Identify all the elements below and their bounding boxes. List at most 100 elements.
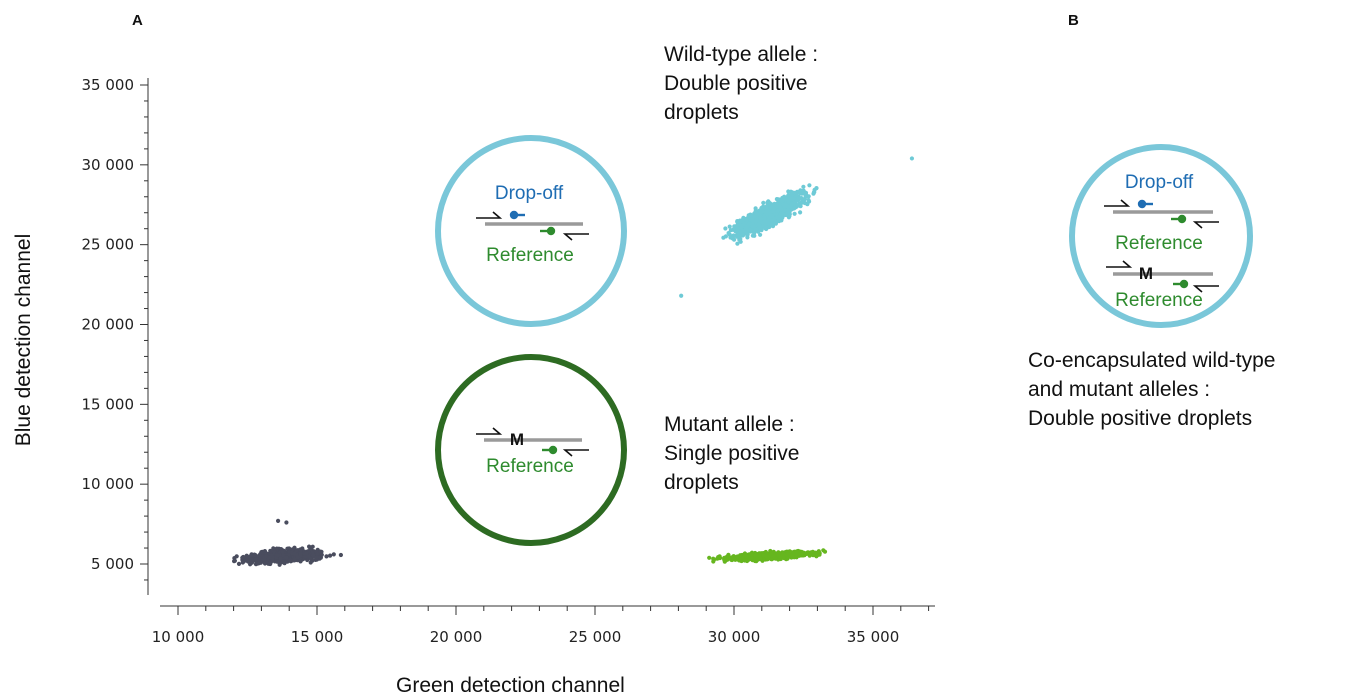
- mutant-circle: [435, 354, 627, 546]
- data-point-negative: [275, 559, 280, 564]
- wildtype-annotation: Wild-type allele : Double positive dropl…: [664, 40, 818, 127]
- coencapsulated-annotation-line: Co-encapsulated wild-type: [1028, 349, 1276, 372]
- data-point-single-positive: [744, 554, 749, 559]
- data-point-double-positive: [790, 196, 796, 201]
- data-point-double-positive: [786, 198, 791, 203]
- data-point-negative: [308, 560, 313, 565]
- data-point-double-positive: [734, 225, 740, 230]
- x-tick-label: 15 000: [291, 628, 344, 646]
- wildtype-annotation-line: droplets: [664, 101, 739, 124]
- data-point-double-positive: [742, 221, 747, 226]
- plot-points: [232, 156, 915, 567]
- data-point-negative: [292, 551, 297, 556]
- forward-primer-icon: [476, 211, 503, 219]
- reverse-primer-icon: [1192, 285, 1219, 293]
- y-tick-label: 35 000: [82, 76, 135, 94]
- wildtype-circle: [435, 135, 627, 327]
- data-point-double-positive: [735, 241, 740, 246]
- plot-axes: 5 000 10 000 15 000 20 000 25 000 30 000 35 00…: [82, 76, 935, 646]
- coencapsulated-schematic: Drop-off Reference M Reference: [1069, 144, 1253, 328]
- mutant-annotation: Mutant allele : Single positive droplets: [664, 410, 799, 497]
- forward-primer-icon: [1104, 199, 1131, 207]
- mutant-annotation-line: Mutant allele :: [664, 413, 795, 436]
- x-tick-label: 35 000: [847, 628, 900, 646]
- y-axis-label: Blue detection channel: [12, 233, 35, 447]
- data-point-negative: [244, 553, 249, 558]
- wildtype-schematic: Drop-off Reference: [435, 135, 627, 327]
- data-point-single-positive: [722, 556, 727, 561]
- data-point-double-positive: [758, 232, 763, 237]
- data-point-single-positive: [822, 549, 828, 554]
- data-point-negative: [331, 552, 336, 557]
- data-point-double-positive: [767, 216, 772, 221]
- data-point-negative: [328, 553, 333, 558]
- data-point-double-positive: [753, 227, 759, 232]
- data-point-negative: [277, 562, 282, 567]
- data-point-double-positive: [751, 219, 756, 224]
- data-point-negative: [240, 560, 245, 565]
- data-point-single-positive: [711, 559, 716, 564]
- data-point-single-positive: [810, 549, 815, 555]
- data-point-double-positive: [792, 190, 797, 195]
- data-point-single-positive: [785, 554, 790, 559]
- data-point-double-positive: [721, 235, 726, 240]
- data-point-double-positive: [750, 233, 756, 238]
- data-point-single-positive: [749, 552, 754, 558]
- data-point-double-positive: [785, 207, 791, 212]
- data-point-single-positive: [771, 554, 777, 559]
- reference-label: Reference: [1115, 233, 1203, 254]
- data-point-single-positive: [749, 556, 754, 561]
- data-point-single-positive: [804, 550, 810, 555]
- data-point-double-positive: [764, 212, 770, 217]
- data-point-outlier: [909, 156, 915, 161]
- data-point-double-positive: [791, 201, 796, 206]
- data-point-double-positive: [770, 213, 775, 218]
- data-point-single-positive: [707, 555, 712, 560]
- data-point-negative: [310, 553, 316, 558]
- x-tick-label: 30 000: [708, 628, 761, 646]
- mutation-mark: M: [1139, 264, 1153, 283]
- data-point-double-positive: [795, 203, 800, 208]
- data-point-negative: [298, 548, 303, 553]
- schematics: Drop-off Reference M Reference Drop-off Refer…: [435, 135, 1253, 546]
- data-point-double-positive: [801, 184, 806, 189]
- data-point-negative: [249, 553, 254, 558]
- data-point-double-positive: [787, 212, 792, 217]
- data-point-negative: [245, 558, 250, 563]
- data-point-double-positive: [723, 226, 728, 231]
- data-point-double-positive: [792, 206, 797, 211]
- data-point-double-positive: [754, 211, 759, 216]
- data-point-negative: [338, 552, 343, 558]
- mutation-mark: M: [510, 430, 524, 449]
- data-point-double-positive: [732, 237, 737, 242]
- x-tick-label: 20 000: [430, 628, 483, 646]
- data-point-single-positive: [738, 556, 743, 561]
- data-point-negative: [249, 557, 254, 562]
- data-point-double-positive: [795, 198, 800, 203]
- data-point-double-positive: [741, 215, 746, 220]
- reference-probe-dot: [548, 445, 558, 455]
- data-point-negative: [253, 557, 258, 562]
- data-point-single-positive: [754, 556, 759, 562]
- data-point-double-positive: [771, 206, 776, 211]
- data-point-negative: [236, 561, 242, 567]
- data-point-single-positive: [738, 553, 743, 558]
- coencapsulated-annotation-line: Double positive droplets: [1028, 407, 1253, 430]
- data-point-double-positive: [738, 230, 743, 235]
- data-point-double-positive: [799, 200, 804, 205]
- data-point-single-positive: [799, 552, 804, 557]
- data-point-negative: [257, 553, 262, 558]
- data-point-double-positive: [739, 219, 744, 224]
- data-point-double-positive: [729, 234, 734, 239]
- data-point-negative: [284, 555, 289, 560]
- data-point-double-positive: [807, 183, 812, 188]
- data-point-negative: [232, 556, 237, 561]
- x-tick-label: 10 000: [152, 628, 205, 646]
- dropoff-probe-dot: [1137, 199, 1147, 209]
- data-point-negative: [278, 556, 283, 561]
- data-point-single-positive: [726, 552, 731, 557]
- data-point-double-positive: [797, 190, 802, 195]
- data-point-double-positive: [728, 228, 733, 233]
- data-point-single-positive: [758, 556, 763, 562]
- reference-probe-dot: [1179, 279, 1189, 289]
